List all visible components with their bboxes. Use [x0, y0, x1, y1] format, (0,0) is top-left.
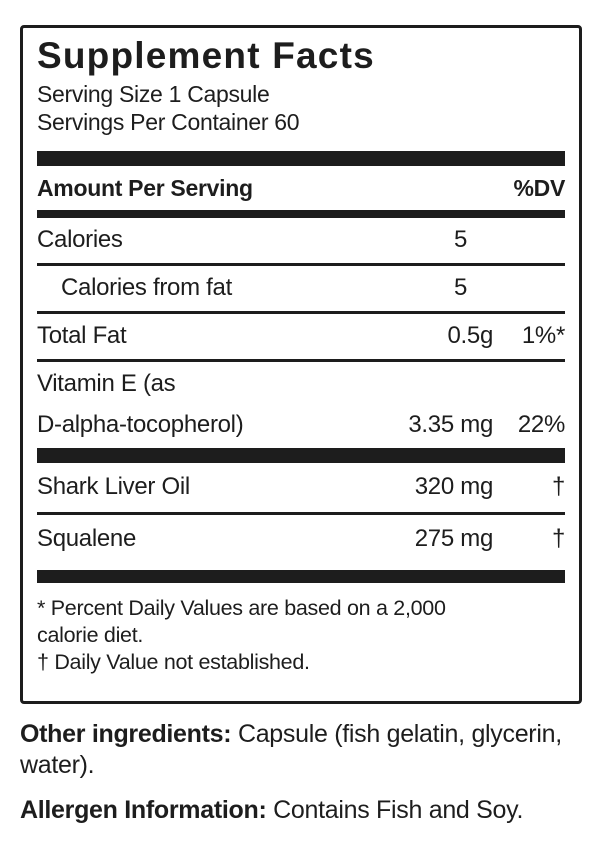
table-row-vitamin-e: Vitamin E (as D-alpha-tocopherol) 3.35 m…: [37, 358, 565, 448]
ingredient-rows: Shark Liver Oil 320 mg † Squalene 275 mg…: [37, 463, 565, 564]
table-row-shark-liver-oil: Shark Liver Oil 320 mg †: [37, 463, 565, 512]
row-amount: 5: [453, 273, 467, 301]
row-name: Calories from fat: [61, 273, 232, 301]
other-ingredients-paragraph: Other ingredients: Capsule (fish gelatin…: [20, 719, 586, 781]
footnotes: * Percent Daily Values are based on a 2,…: [37, 583, 565, 676]
serving-size-line: Serving Size 1 Capsule: [37, 80, 270, 107]
nutrient-rows: Calories 5 Calories from fat 5 Total Fat…: [37, 218, 565, 448]
row-dv: 22%: [517, 410, 565, 438]
vitamin-e-line2: D-alpha-tocopherol) 3.35 mg 22%: [37, 411, 565, 439]
thick-divider-bottom: [37, 569, 565, 583]
row-dv: †: [551, 472, 565, 500]
allergen-text: Contains Fish and Soy.: [266, 796, 524, 824]
column-header-row: Amount Per Serving %DV: [37, 166, 565, 210]
row-amount: 0.5g: [447, 321, 493, 349]
medium-divider: [37, 209, 565, 218]
vitamin-e-wrap: Vitamin E (as D-alpha-tocopherol) 3.35 m…: [37, 370, 565, 439]
thick-divider-top: [37, 150, 565, 166]
row-amount: 5: [453, 225, 467, 253]
row-dv: 1%*: [521, 321, 565, 349]
panel-title: Supplement Facts: [37, 35, 375, 76]
amount-per-serving-header: Amount Per Serving: [37, 174, 253, 201]
table-row-calories-from-fat: Calories from fat 5: [37, 262, 565, 311]
allergen-label: Allergen Information:: [20, 796, 267, 824]
supplement-facts-panel: Supplement Facts Serving Size 1 Capsule …: [20, 25, 582, 704]
row-amount: 275 mg: [414, 524, 494, 552]
other-ingredients-text: Capsule (fish gelatin, glycerin, water).: [20, 720, 562, 779]
percent-dv-footnote-line2: calorie diet.: [37, 622, 144, 647]
row-amount: 3.35 mg: [408, 410, 493, 438]
row-name: Total Fat: [37, 321, 127, 349]
percent-dv-header: %DV: [513, 174, 565, 201]
table-row-squalene: Squalene 275 mg †: [37, 511, 565, 564]
row-name: Calories: [37, 225, 123, 253]
servings-per-container-line: Servings Per Container 60: [37, 108, 300, 135]
table-row-calories: Calories 5: [37, 218, 565, 263]
dagger-footnote: † Daily Value not established.: [37, 649, 310, 674]
allergen-paragraph: Allergen Information: Contains Fish and …: [20, 795, 586, 826]
row-name-line1: Vitamin E (as: [37, 369, 176, 397]
other-ingredients-label: Other ingredients:: [20, 720, 232, 748]
row-name: Shark Liver Oil: [37, 472, 190, 500]
row-amount: 320 mg: [414, 472, 494, 500]
thick-divider-middle: [37, 447, 565, 463]
below-panel-text: Other ingredients: Capsule (fish gelatin…: [20, 719, 586, 840]
percent-dv-footnote-line1: * Percent Daily Values are based on a 2,…: [37, 595, 446, 620]
row-dv: †: [551, 524, 565, 552]
percent-dv-footnote: * Percent Daily Values are based on a 2,…: [37, 595, 565, 649]
row-name-line2: D-alpha-tocopherol): [37, 410, 244, 438]
row-name: Squalene: [37, 524, 137, 552]
table-row-total-fat: Total Fat 0.5g 1%*: [37, 310, 565, 359]
